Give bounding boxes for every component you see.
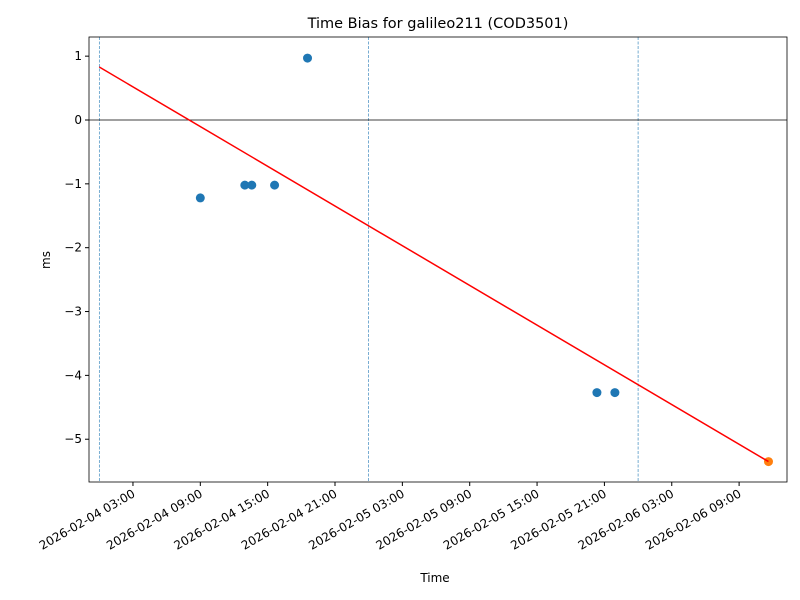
fit-line bbox=[98, 66, 769, 463]
y-tick-label: −3 bbox=[64, 305, 82, 319]
point bbox=[270, 180, 280, 190]
y-tick-label: −5 bbox=[64, 432, 82, 446]
y-axis-label: ms bbox=[39, 251, 53, 269]
point bbox=[610, 388, 620, 398]
point bbox=[592, 388, 602, 398]
x-axis-label: Time bbox=[419, 571, 449, 585]
point bbox=[303, 53, 313, 63]
y-tick-label: 0 bbox=[74, 113, 82, 127]
y-tick-label: −4 bbox=[64, 368, 82, 382]
point bbox=[247, 180, 257, 190]
chart-title: Time Bias for galileo211 (COD3501) bbox=[307, 16, 569, 32]
y-tick-label: −2 bbox=[64, 241, 82, 255]
y-tick-label: −1 bbox=[64, 177, 82, 191]
plot-frame bbox=[88, 36, 788, 483]
point bbox=[240, 180, 250, 190]
point bbox=[195, 193, 205, 203]
y-tick-label: 1 bbox=[74, 49, 82, 63]
